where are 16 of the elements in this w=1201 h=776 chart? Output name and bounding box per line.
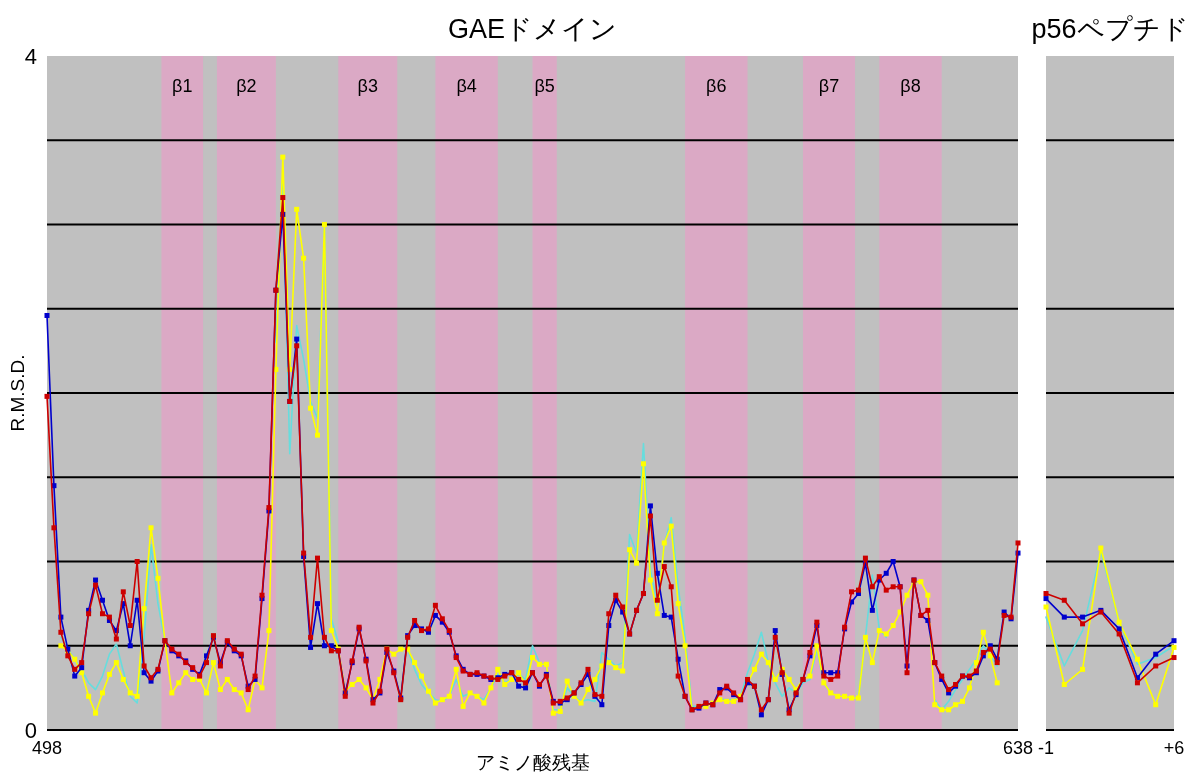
- x-tick-label: -1: [1037, 738, 1055, 758]
- band-label: β2: [236, 76, 257, 96]
- x-axis-title: アミノ酸残基: [475, 752, 590, 773]
- chart-title: GAEドメイン: [447, 14, 618, 44]
- band-label: β5: [534, 76, 555, 96]
- x-tick-label: +6: [1163, 738, 1185, 758]
- band-label: β1: [172, 76, 193, 96]
- band-label: β3: [357, 76, 378, 96]
- band-label: β4: [456, 76, 477, 96]
- band-label: β8: [900, 76, 921, 96]
- y-axis-title: R.M.S.D.: [7, 354, 28, 432]
- band-label: β6: [706, 76, 727, 96]
- x-tick-label: 638: [1002, 738, 1034, 758]
- band-label: β7: [818, 76, 840, 96]
- chart-title: p56ペプチド: [1031, 14, 1189, 44]
- y-tick-label: 4: [24, 44, 37, 69]
